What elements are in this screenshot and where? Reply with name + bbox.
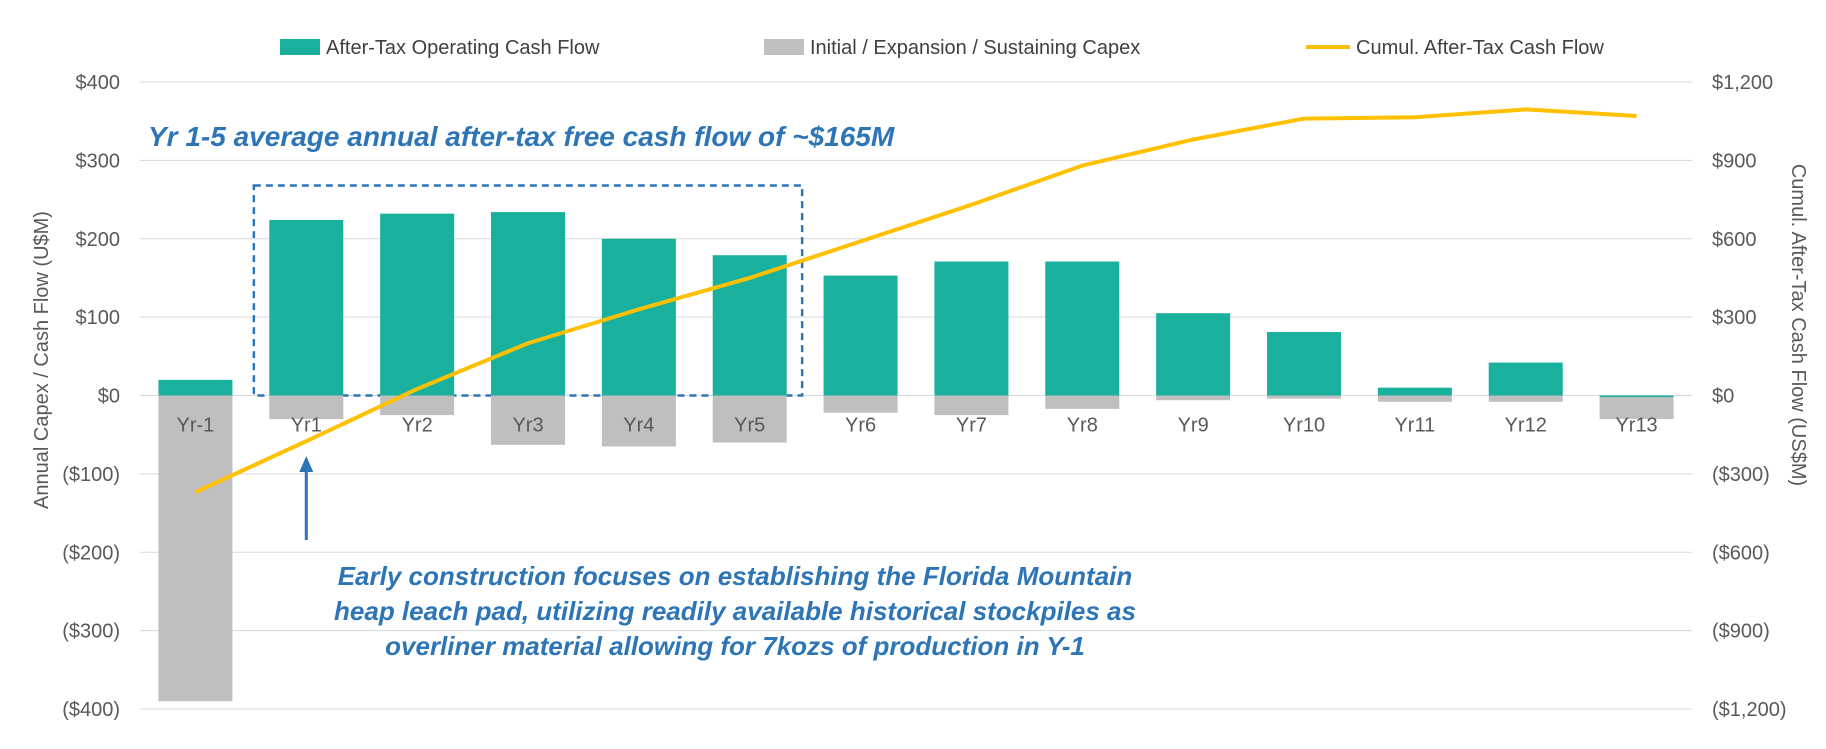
category-label: Yr7 bbox=[956, 415, 987, 437]
operating-cash-flow-bar bbox=[1599, 395, 1674, 398]
legend-label-cumulative: Cumul. After-Tax Cash Flow bbox=[1356, 37, 1604, 59]
capex-bar bbox=[712, 395, 787, 443]
right-axis-title: Cumul. After-Tax Cash Flow (US$M) bbox=[1787, 164, 1809, 486]
operating-cash-flow-bar bbox=[1045, 261, 1120, 396]
note-line-1: Early construction focuses on establishi… bbox=[338, 561, 1133, 591]
operating-cash-flow-bar bbox=[158, 379, 233, 396]
operating-cash-flow-bar bbox=[1488, 362, 1563, 396]
capex-bar bbox=[380, 395, 455, 416]
category-label: Yr3 bbox=[512, 415, 543, 437]
capex-bar bbox=[1488, 395, 1563, 402]
capex-bar bbox=[823, 395, 898, 413]
legend: After-Tax Operating Cash Flow Initial / E… bbox=[280, 37, 1604, 59]
capex-bar bbox=[1156, 395, 1231, 401]
right-tick-label: ($600) bbox=[1712, 542, 1770, 564]
category-label: Yr6 bbox=[845, 415, 876, 437]
category-label: Yr4 bbox=[623, 415, 654, 437]
capex-bar bbox=[491, 395, 565, 445]
left-tick-label: $300 bbox=[76, 150, 121, 172]
right-tick-label: $1,200 bbox=[1712, 72, 1773, 94]
capex-bar bbox=[1045, 395, 1120, 409]
category-label: Yr2 bbox=[402, 415, 433, 437]
axes: Annual Capex / Cash Flow (U$M) Cumul. Af… bbox=[31, 72, 1809, 721]
left-tick-label: ($200) bbox=[62, 542, 120, 564]
right-tick-label: ($900) bbox=[1712, 621, 1770, 643]
category-label: Yr11 bbox=[1394, 415, 1435, 437]
left-tick-label: $400 bbox=[76, 72, 121, 94]
right-tick-label: $0 bbox=[1712, 386, 1734, 408]
right-tick-label: $300 bbox=[1712, 307, 1757, 329]
arrow-head bbox=[299, 456, 314, 472]
category-label: Yr12 bbox=[1505, 415, 1547, 437]
operating-cash-flow-bar bbox=[1267, 332, 1341, 396]
right-tick-label: $600 bbox=[1712, 229, 1757, 251]
cumulative-cash-flow-line bbox=[194, 107, 1637, 494]
operating-cash-flow-bar bbox=[491, 212, 565, 396]
legend-label-capex: Initial / Expansion / Sustaining Capex bbox=[810, 37, 1140, 59]
annotations: Yr 1-5 average annual after-tax free cas… bbox=[148, 121, 1136, 661]
capex-bar bbox=[158, 395, 233, 702]
left-tick-label: $200 bbox=[76, 229, 121, 251]
legend-label-operating-cash-flow: After-Tax Operating Cash Flow bbox=[326, 37, 600, 59]
operating-cash-flow-bar bbox=[269, 219, 344, 396]
category-label: Yr1 bbox=[291, 415, 322, 437]
operating-cash-flow-bar bbox=[1156, 313, 1231, 396]
operating-cash-flow-bar bbox=[934, 261, 1009, 396]
capex-bar bbox=[934, 395, 1009, 416]
capex-bar bbox=[1377, 395, 1452, 402]
category-label: Yr8 bbox=[1067, 415, 1098, 437]
legend-swatch-capex bbox=[764, 39, 804, 55]
capex-bar bbox=[601, 395, 676, 447]
left-tick-label: $0 bbox=[98, 386, 120, 408]
operating-cash-flow-bar bbox=[380, 213, 455, 396]
category-label: Yr-1 bbox=[177, 415, 215, 437]
note-line-3: overliner material allowing for 7kozs of… bbox=[385, 631, 1085, 661]
category-label: Yr10 bbox=[1283, 415, 1325, 437]
category-label: Yr5 bbox=[734, 415, 765, 437]
left-axis-title: Annual Capex / Cash Flow (U$M) bbox=[31, 211, 53, 509]
right-tick-label: ($300) bbox=[1712, 464, 1770, 486]
operating-cash-flow-bar bbox=[1377, 387, 1452, 396]
right-tick-label: ($1,200) bbox=[1712, 699, 1787, 721]
operating-cash-flow-bar bbox=[823, 275, 898, 396]
left-tick-label: ($300) bbox=[62, 621, 120, 643]
cumulative-line-layer bbox=[194, 107, 1637, 494]
capex-bar bbox=[269, 395, 344, 420]
category-label: Yr9 bbox=[1178, 415, 1209, 437]
right-tick-label: $900 bbox=[1712, 150, 1757, 172]
left-tick-label: ($400) bbox=[62, 699, 120, 721]
left-tick-label: $100 bbox=[76, 307, 121, 329]
left-tick-label: ($100) bbox=[62, 464, 120, 486]
bars: Yr-1 Yr1 Yr2 Yr3 Yr4 Yr5 Yr6 Yr7 Yr8 Yr9 Yr10 Yr11 Y… bbox=[158, 212, 1674, 702]
legend-swatch-operating-cash-flow bbox=[280, 39, 320, 55]
category-label: Yr13 bbox=[1615, 415, 1657, 437]
capex-bar bbox=[1267, 395, 1341, 399]
headline-annotation: Yr 1-5 average annual after-tax free cas… bbox=[148, 121, 895, 152]
capex-bar bbox=[1599, 395, 1674, 420]
note-line-2: heap leach pad, utilizing readily availa… bbox=[334, 596, 1136, 626]
